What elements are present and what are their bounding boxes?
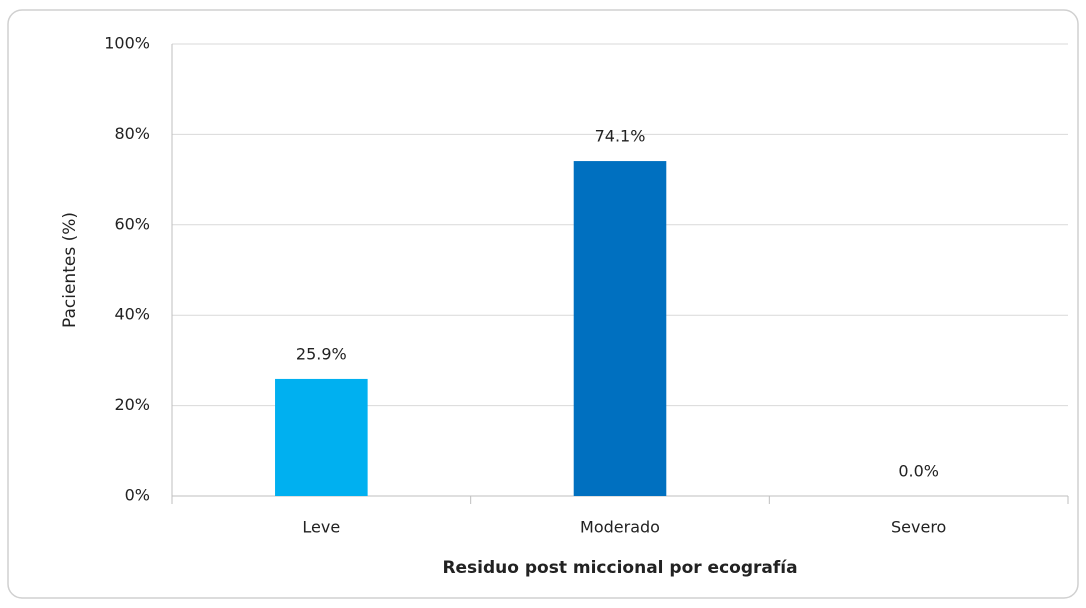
bar bbox=[573, 161, 667, 496]
y-axis-title: Pacientes (%) bbox=[60, 212, 80, 328]
x-tick-label: Severo bbox=[891, 518, 946, 537]
y-tick-label: 80% bbox=[114, 124, 150, 143]
data-label: 25.9% bbox=[296, 344, 347, 363]
y-tick-label: 100% bbox=[104, 34, 150, 53]
x-tick-label: Moderado bbox=[580, 518, 660, 537]
bar bbox=[275, 378, 368, 496]
y-tick-label: 0% bbox=[125, 486, 150, 505]
y-tick-label: 60% bbox=[114, 214, 150, 233]
x-axis-title: Residuo post miccional por ecografía bbox=[442, 558, 797, 578]
y-tick-label: 20% bbox=[114, 395, 150, 414]
data-label: 74.1% bbox=[595, 127, 646, 146]
y-tick-label: 40% bbox=[114, 305, 150, 324]
x-tick-label: Leve bbox=[302, 518, 340, 537]
chart-frame bbox=[7, 9, 1079, 599]
data-label: 0.0% bbox=[898, 462, 939, 481]
